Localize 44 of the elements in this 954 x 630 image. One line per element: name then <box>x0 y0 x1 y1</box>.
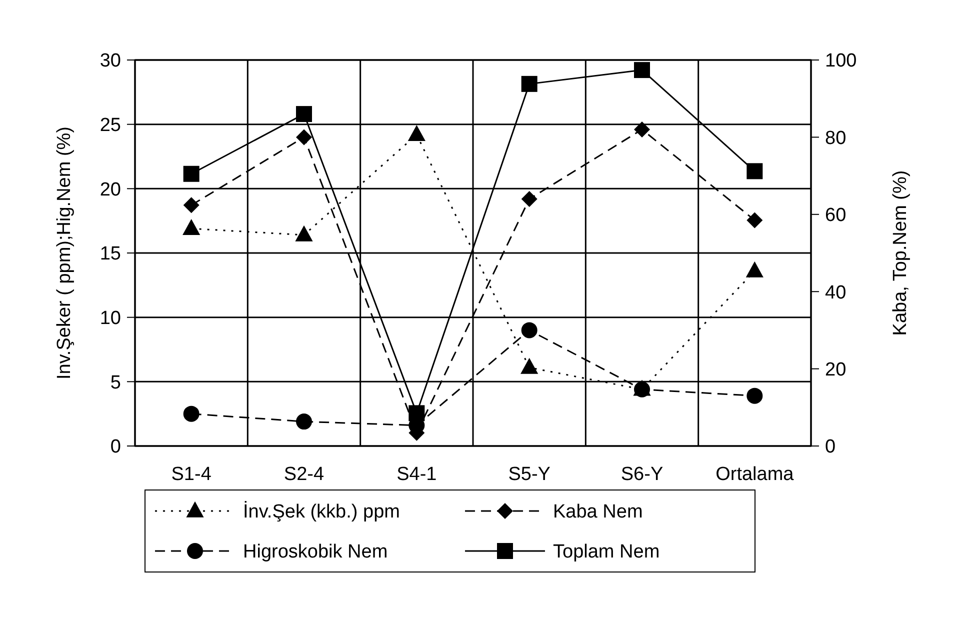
point <box>634 62 650 78</box>
point <box>746 163 763 180</box>
y-tick-label: 25 <box>100 114 121 136</box>
point <box>408 125 426 142</box>
point <box>182 218 200 235</box>
point <box>183 166 200 182</box>
point <box>521 322 538 338</box>
y-tick-label: 15 <box>100 244 121 265</box>
point <box>746 212 763 228</box>
legend-label: İnv.Şek (kkb.) ppm <box>243 500 400 523</box>
y2-tick-label: 0 <box>825 436 836 458</box>
y-tick-label: 30 <box>100 50 121 72</box>
point <box>521 190 538 207</box>
point <box>746 261 764 278</box>
point <box>295 225 313 242</box>
x-tick-label: S6-Y <box>620 464 664 485</box>
point <box>183 406 200 422</box>
legend-label: Kaba Nem <box>553 502 643 523</box>
point <box>634 121 650 138</box>
y2-tick-label: 60 <box>825 205 846 226</box>
y-tick-label: 0 <box>110 436 121 458</box>
x-tick-label: S5-Y <box>508 464 551 485</box>
legend-label: Toplam Nem <box>553 542 660 563</box>
x-tick-label: S1-4 <box>171 464 212 485</box>
y-tick-label: 10 <box>100 308 121 329</box>
point <box>520 358 538 374</box>
y2-tick-label: 80 <box>825 128 846 149</box>
x-tick-label: S2-4 <box>284 464 324 485</box>
y2-tick-label: 100 <box>825 50 857 72</box>
y-tick-label: 20 <box>100 179 121 200</box>
y2-tick-label: 20 <box>825 359 846 380</box>
y-tick-label: 5 <box>110 372 121 394</box>
x-tick-label: S4-1 <box>396 464 437 485</box>
point <box>521 76 538 92</box>
x-tick-label: Ortalama <box>716 464 794 485</box>
legend-label: Higroskobik Nem <box>243 542 388 563</box>
y-axis-title: Inv.Şeker ( ppm);Hig.Nem (%) <box>54 126 75 380</box>
point <box>296 414 312 430</box>
point <box>296 106 312 122</box>
y2-axis-title: Kaba, Top.Nem (%) <box>890 170 911 336</box>
y2-tick-label: 40 <box>825 282 846 304</box>
point <box>183 197 200 214</box>
point <box>296 129 312 146</box>
point <box>746 388 763 404</box>
